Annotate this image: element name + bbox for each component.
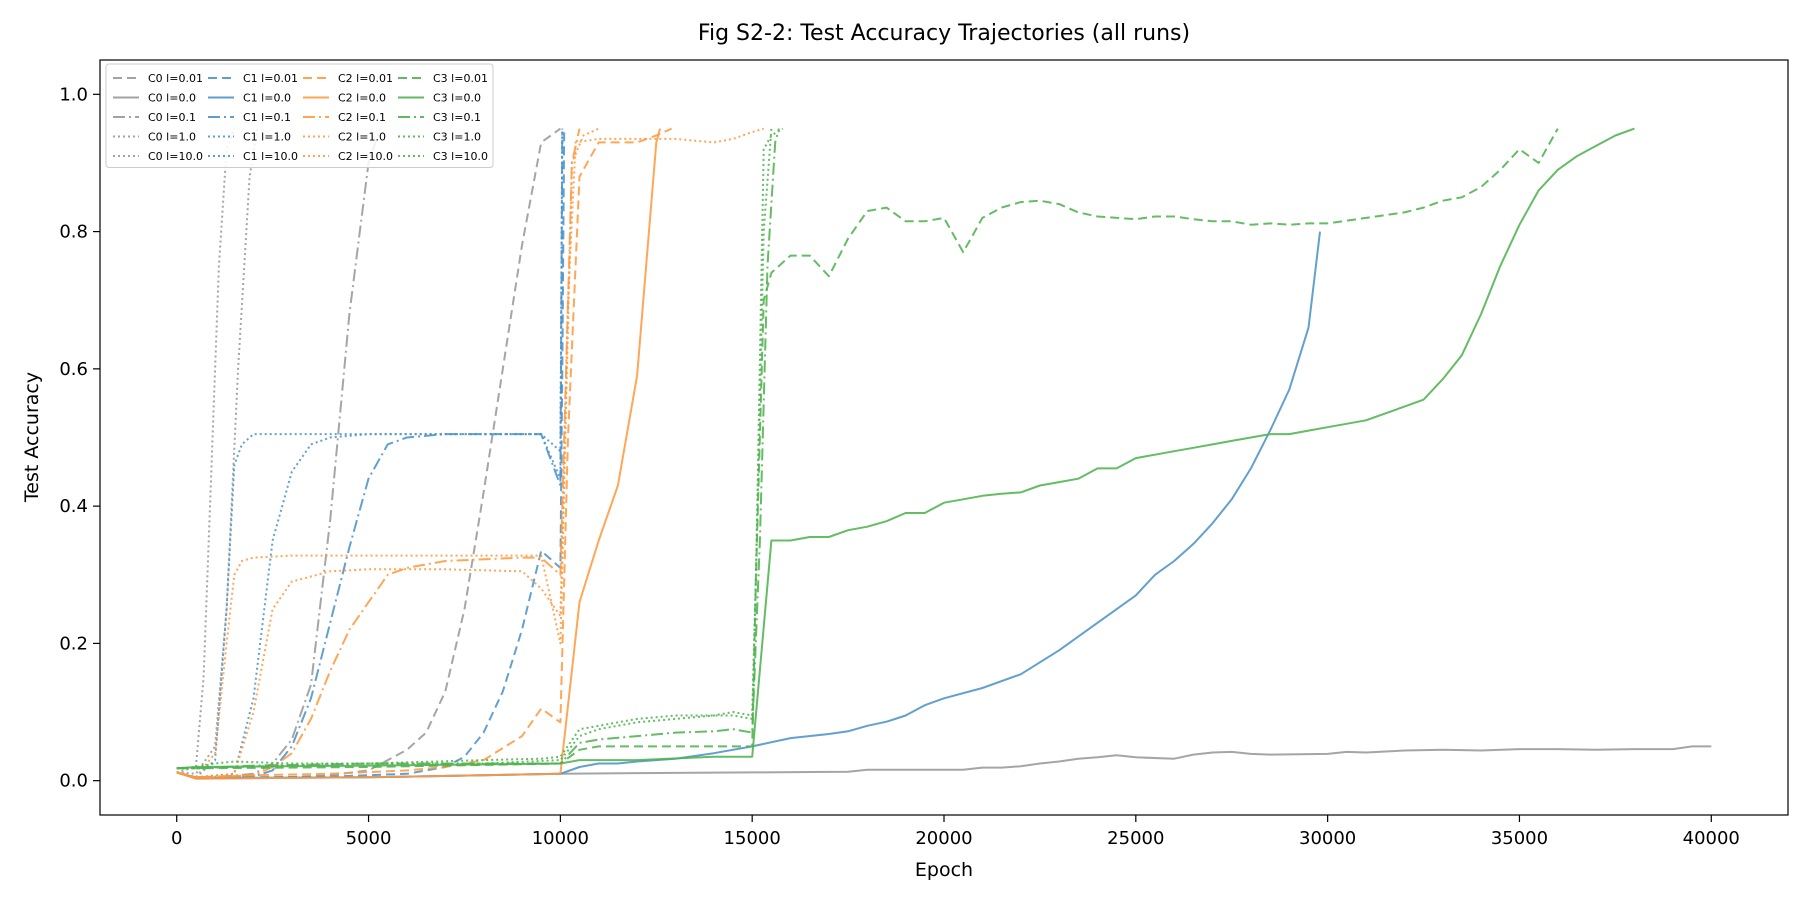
series-line-c2-l-0-0 — [176, 128, 662, 780]
x-axis: 0 5000 10000 15000 20000 25000 30000 35000 40000 — [171, 815, 1740, 849]
series-layer — [176, 127, 1712, 780]
legend: C0 l=0.01 C0 l=0.0 C0 l=0.1 C0 l=1.0 C0 l=10… — [105, 63, 494, 168]
series-line-c1-l-0-0 — [176, 231, 1321, 779]
legend-label: C0 l=1.0 — [148, 131, 196, 144]
legend-label: C1 l=10.0 — [243, 150, 298, 163]
y-axis-title: Test Accuracy — [21, 372, 43, 503]
x-tick-label: 30000 — [1299, 828, 1356, 849]
series-line-c3-l-0-1 — [176, 128, 780, 770]
legend-label: C2 l=0.01 — [338, 72, 393, 85]
series-line-c1-l-10-0 — [176, 128, 564, 779]
y-tick-label: 0.6 — [59, 359, 88, 380]
series-line-c0-l-0-0 — [176, 745, 1712, 780]
x-tick-label: 40000 — [1683, 828, 1740, 849]
chart-title: Fig S2-2: Test Accuracy Trajectories (al… — [698, 21, 1190, 46]
x-tick-label: 25000 — [1107, 828, 1164, 849]
series-line-c0-l-10-0 — [176, 128, 259, 775]
y-tick-label: 0.8 — [59, 222, 88, 243]
series-line-c2-l-0-1 — [176, 128, 581, 779]
legend-label: C2 l=0.1 — [338, 111, 386, 124]
y-tick-label: 0.4 — [59, 496, 88, 517]
legend-label: C3 l=0.1 — [433, 111, 481, 124]
legend-label: C0 l=0.1 — [148, 111, 196, 124]
legend-label: C1 l=0.01 — [243, 72, 298, 85]
series-line-c3-l-1-0 — [176, 128, 773, 770]
x-axis-title: Epoch — [915, 859, 973, 881]
legend-label: C0 l=10.0 — [148, 150, 203, 163]
series-line-c0-l-1-0 — [176, 128, 236, 774]
legend-label: C1 l=0.1 — [243, 111, 291, 124]
legend-label: C3 l=1.0 — [433, 131, 481, 144]
series-line-c2-l-0-01 — [176, 127, 673, 779]
x-tick-label: 0 — [171, 828, 182, 849]
series-line-c3-l-0-0 — [176, 127, 1635, 770]
legend-box — [105, 63, 494, 168]
legend-label: C0 l=0.01 — [148, 72, 203, 85]
legend-label: C2 l=1.0 — [338, 131, 386, 144]
series-line-c3-l-0-01 — [176, 128, 1559, 770]
y-tick-label: 0.2 — [59, 633, 88, 654]
y-tick-label: 1.0 — [59, 84, 88, 105]
series-line-c2-l-10-0 — [176, 127, 600, 779]
legend-label: C1 l=0.0 — [243, 92, 291, 105]
legend-label: C3 l=0.0 — [433, 92, 481, 105]
series-line-c2-l-1-0 — [176, 127, 764, 779]
legend-label: C2 l=10.0 — [338, 150, 393, 163]
x-tick-label: 5000 — [346, 828, 392, 849]
series-line-c1-l-0-1 — [176, 128, 564, 779]
legend-label: C2 l=0.0 — [338, 92, 386, 105]
x-tick-label: 15000 — [724, 828, 781, 849]
x-tick-label: 10000 — [532, 828, 589, 849]
legend-label: C0 l=0.0 — [148, 92, 196, 105]
legend-label: C3 l=10.0 — [433, 150, 488, 163]
legend-label: C1 l=1.0 — [243, 131, 291, 144]
legend-label: C3 l=0.01 — [433, 72, 488, 85]
y-tick-label: 0.0 — [59, 771, 88, 792]
x-tick-label: 35000 — [1491, 828, 1548, 849]
x-tick-label: 20000 — [915, 828, 972, 849]
y-axis: 0.0 0.2 0.4 0.6 0.8 1.0 — [59, 84, 100, 792]
